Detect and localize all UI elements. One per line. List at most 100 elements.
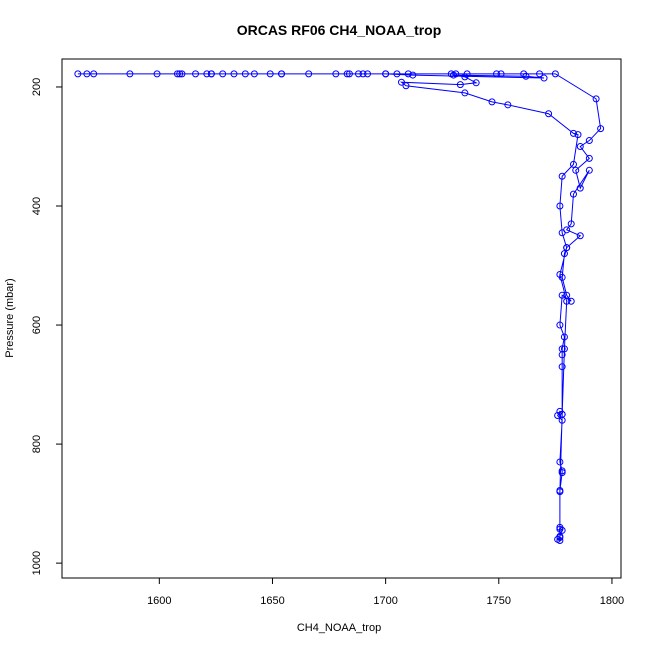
data-point: [364, 70, 372, 78]
data-point: [574, 131, 582, 139]
data-point: [241, 70, 249, 78]
data-point: [560, 333, 568, 341]
data-point: [597, 125, 605, 133]
data-point: [556, 458, 564, 466]
data-point: [558, 469, 566, 477]
series-0: [74, 70, 605, 545]
data-point: [493, 70, 501, 78]
data-point: [585, 137, 593, 145]
data-point: [558, 291, 566, 299]
y-axis: 200 400 600 800 1000: [31, 78, 63, 575]
data-point: [576, 184, 584, 192]
data-point: [585, 166, 593, 174]
data-point: [556, 534, 564, 542]
data-point: [520, 70, 528, 78]
data-point: [576, 142, 584, 150]
x-tick-label: 1700: [373, 595, 397, 607]
data-point: [230, 70, 238, 78]
data-point: [592, 95, 600, 103]
data-point: [569, 160, 577, 168]
data-point: [504, 101, 512, 109]
data-point: [563, 244, 571, 252]
data-point: [173, 70, 181, 78]
data-point: [219, 70, 227, 78]
data-point: [393, 70, 401, 78]
data-point: [556, 202, 564, 210]
data-point: [556, 270, 564, 278]
data-point: [332, 70, 340, 78]
data-point: [472, 79, 480, 87]
data-point: [90, 70, 98, 78]
x-tick-label: 1750: [487, 595, 511, 607]
data-point: [497, 70, 505, 78]
data-point: [554, 412, 562, 420]
plot-frame: [61, 58, 622, 579]
data-point: [192, 70, 200, 78]
data-point: [74, 70, 82, 78]
data-point: [536, 70, 544, 78]
series-layer: [74, 70, 605, 545]
data-point: [402, 82, 410, 90]
x-tick-label: 1600: [147, 595, 171, 607]
data-point: [522, 72, 530, 80]
y-tick-label: 400: [31, 197, 43, 215]
data-point: [354, 70, 362, 78]
data-point: [567, 220, 575, 228]
data-point: [359, 70, 367, 78]
data-point: [556, 488, 564, 496]
data-point: [176, 70, 184, 78]
data-point: [409, 71, 417, 79]
data-point: [488, 98, 496, 106]
data-point: [545, 110, 553, 118]
data-point: [556, 537, 564, 545]
data-point: [153, 70, 161, 78]
y-axis-label: Pressure (mbar): [4, 278, 16, 357]
data-point: [585, 154, 593, 162]
data-point: [126, 70, 134, 78]
data-point: [558, 172, 566, 180]
data-point: [397, 78, 405, 86]
series-line: [77, 73, 602, 542]
data-point: [556, 321, 564, 329]
data-point: [560, 250, 568, 258]
data-point: [343, 70, 351, 78]
data-point: [576, 232, 584, 240]
data-point: [404, 70, 412, 78]
data-point: [461, 89, 469, 97]
data-point: [558, 351, 566, 359]
data-point: [456, 81, 464, 89]
y-tick-label: 200: [31, 78, 43, 96]
data-point: [556, 525, 564, 533]
data-point: [540, 74, 548, 82]
data-point: [250, 70, 258, 78]
y-tick-label: 600: [31, 316, 43, 334]
x-axis-label: CH4_NOAA_trop: [297, 622, 381, 634]
data-point: [450, 71, 458, 79]
data-point: [567, 297, 575, 305]
data-point: [278, 70, 286, 78]
data-point: [569, 129, 577, 137]
data-point: [266, 70, 274, 78]
data-point: [558, 410, 566, 418]
chart-title: ORCAS RF06 CH4_NOAA_trop: [237, 22, 442, 38]
data-point: [345, 70, 353, 78]
data-point: [461, 73, 469, 81]
data-point: [563, 297, 571, 305]
x-tick-label: 1650: [260, 595, 284, 607]
data-point: [558, 229, 566, 237]
data-point: [305, 70, 313, 78]
data-point: [382, 70, 390, 78]
data-point: [558, 363, 566, 371]
x-tick-label: 1800: [600, 595, 624, 607]
data-point: [551, 70, 559, 78]
data-point: [560, 345, 568, 353]
x-axis: 1600 1650 1700 1750 1800: [147, 577, 624, 607]
data-point: [572, 166, 580, 174]
y-tick-label: 800: [31, 435, 43, 453]
data-point: [83, 70, 91, 78]
data-point: [569, 190, 577, 198]
y-tick-label: 1000: [31, 551, 43, 575]
data-point: [203, 70, 211, 78]
data-point: [207, 70, 215, 78]
